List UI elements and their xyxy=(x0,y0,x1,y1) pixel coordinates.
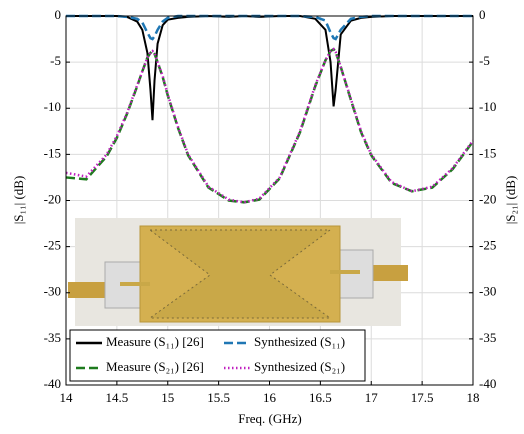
legend-label: Measure (S₁₁) [26] xyxy=(106,334,204,349)
y2-tick-label: -30 xyxy=(479,284,496,299)
connector xyxy=(368,265,408,281)
legend-label: Measure (S₂₁) [26] xyxy=(106,359,204,374)
y-tick-label: -10 xyxy=(44,99,61,114)
x-tick-label: 17 xyxy=(365,390,379,405)
y2-axis-label: |S₂₁| (dB) xyxy=(503,176,518,225)
x-tick-label: 15 xyxy=(161,390,174,405)
feed xyxy=(120,282,150,286)
legend-box xyxy=(69,329,366,382)
y2-tick-label: -25 xyxy=(479,238,496,253)
x-tick-label: 18 xyxy=(467,390,480,405)
y-tick-label: 0 xyxy=(55,7,62,22)
siw-cavity xyxy=(148,229,332,319)
y2-tick-label: -40 xyxy=(479,376,496,391)
x-tick-label: 14.5 xyxy=(106,390,129,405)
connector xyxy=(68,282,108,298)
y2-tick-label: -35 xyxy=(479,330,496,345)
y-axis-label: |S₁₁| (dB) xyxy=(11,176,26,225)
y2-tick-label: 0 xyxy=(479,7,486,22)
x-tick-label: 14 xyxy=(60,390,74,405)
y-tick-label: -30 xyxy=(44,284,61,299)
y-tick-label: -5 xyxy=(50,53,61,68)
feed xyxy=(330,270,360,274)
y2-tick-label: -15 xyxy=(479,145,496,160)
y2-tick-label: -20 xyxy=(479,191,496,206)
y-tick-label: -15 xyxy=(44,145,61,160)
legend-label: Synthesized (S₂₁) xyxy=(254,359,345,374)
inset-photo xyxy=(68,218,408,326)
y-tick-label: -40 xyxy=(44,376,61,391)
x-tick-label: 16.5 xyxy=(309,390,332,405)
x-tick-label: 17.5 xyxy=(411,390,434,405)
legend: Measure (S₁₁) [26] Synthesized (S₁₁) Measu… xyxy=(69,329,366,382)
y-tick-label: -35 xyxy=(44,330,61,345)
legend-label: Synthesized (S₁₁) xyxy=(254,334,345,349)
y-tick-label: -20 xyxy=(44,191,61,206)
x-tick-label: 15.5 xyxy=(207,390,230,405)
x-tick-label: 16 xyxy=(263,390,277,405)
y2-tick-label: -5 xyxy=(479,53,490,68)
series-line xyxy=(66,14,473,41)
y2-tick-label: -10 xyxy=(479,99,496,114)
x-axis-label: Freq. (GHz) xyxy=(238,411,302,426)
y-tick-label: -25 xyxy=(44,238,61,253)
